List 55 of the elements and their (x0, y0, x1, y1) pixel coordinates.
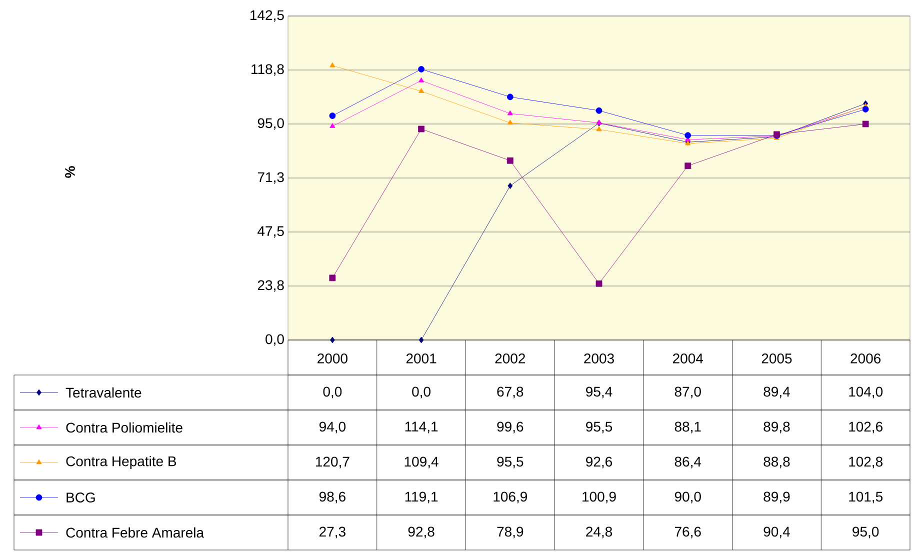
y-tick-label: 71,3 (258, 172, 284, 184)
data-label: 94,0 (319, 422, 346, 434)
data-label: 89,4 (764, 386, 790, 398)
data-label: 102,8 (849, 456, 882, 468)
y-tick-label: 95,0 (258, 118, 284, 130)
data-label: 90,4 (764, 526, 790, 538)
data-label: 99,6 (497, 422, 524, 434)
data-label: 76,6 (674, 526, 701, 538)
y-tick-label: 118,8 (252, 64, 284, 76)
data-label: 101,5 (849, 492, 883, 504)
data-label: 114,1 (405, 422, 438, 434)
legend-label: Contra Hepatite B (66, 456, 176, 470)
data-label: 92,8 (408, 526, 434, 538)
legend-label: Contra Febre Amarela (66, 527, 204, 538)
x-tick-label: 2002 (495, 354, 526, 364)
x-tick-label: 2005 (762, 354, 792, 364)
x-tick-label: 2003 (584, 354, 614, 364)
data-label: 88,8 (764, 456, 790, 468)
legend-label: Contra Poliomielite (66, 422, 182, 433)
data-label: 120,7 (316, 456, 350, 468)
data-label: 0,0 (323, 386, 342, 398)
x-tick-label: 2001 (406, 354, 436, 364)
x-tick-label: 2004 (672, 354, 704, 364)
legend-label: Tetravalente (66, 387, 142, 398)
data-label: 86,4 (674, 456, 702, 468)
y-tick-label: 142,5 (250, 10, 284, 22)
data-label: 98,6 (319, 492, 346, 504)
data-label: 109,4 (404, 456, 438, 468)
data-label: 102,6 (849, 422, 882, 434)
data-label: 24,8 (586, 526, 612, 538)
data-label: 0,0 (412, 386, 430, 398)
data-label: 95,5 (586, 422, 612, 434)
y-tick-label: 0,0 (266, 334, 284, 346)
data-label: 104,0 (849, 386, 883, 398)
data-label: 89,9 (764, 492, 790, 504)
data-label: 92,6 (586, 456, 612, 468)
data-label: 67,8 (497, 386, 524, 398)
data-label: 87,0 (674, 386, 701, 398)
data-label: 88,1 (674, 422, 701, 434)
legend-label: BCG (66, 492, 95, 502)
x-tick-label: 2000 (318, 354, 348, 364)
data-label: 27,3 (320, 526, 346, 538)
y-tick-label: 23,8 (258, 280, 284, 292)
data-label: 95,0 (852, 526, 879, 538)
data-label: 89,8 (764, 422, 790, 434)
data-label: 90,0 (674, 492, 701, 504)
data-label: 95,4 (586, 386, 612, 398)
x-tick-label: 2006 (850, 354, 881, 364)
y-tick-label: 47,5 (258, 226, 284, 238)
data-label: 106,9 (494, 492, 527, 504)
text: % (65, 166, 75, 178)
data-label: 95,5 (497, 456, 524, 468)
data-label: 119,1 (405, 492, 438, 504)
data-label: 78,9 (497, 526, 524, 538)
data-label: 100,9 (582, 492, 616, 504)
